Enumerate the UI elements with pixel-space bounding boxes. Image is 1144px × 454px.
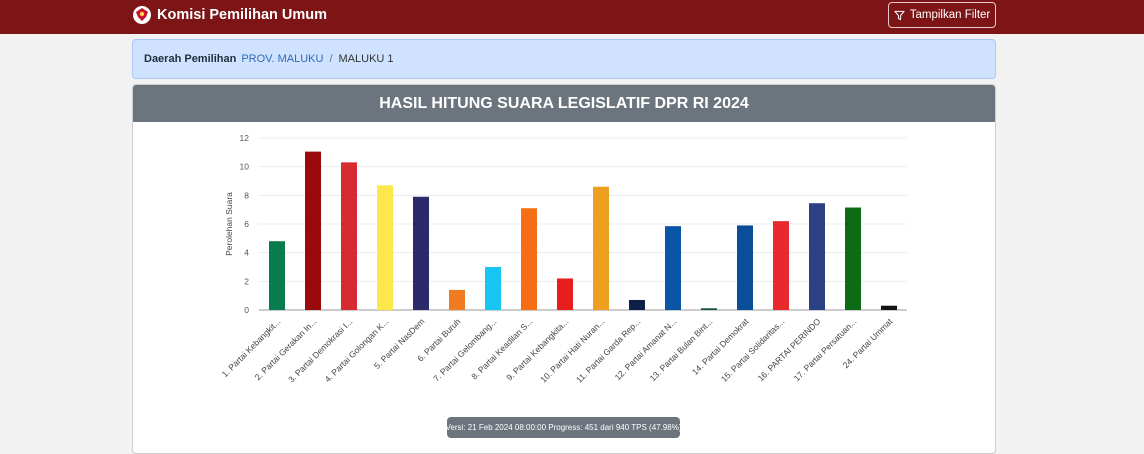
- y-tick-label: 12: [240, 133, 250, 143]
- breadcrumb-separator: /: [329, 53, 333, 65]
- bar-12: [665, 226, 681, 310]
- x-tick-label: 15. Partai Solidaritas...: [719, 316, 787, 384]
- y-tick-label: 0: [244, 305, 249, 315]
- x-tick-label: 13. Partai Bulan Bint...: [648, 316, 715, 383]
- bar-2: [305, 151, 321, 310]
- bar-15: [773, 221, 789, 310]
- bar-7: [485, 267, 501, 310]
- bar-14: [737, 225, 753, 310]
- bar-1: [269, 241, 285, 310]
- x-tick-label: 4. Partai Golongan K...: [323, 316, 391, 384]
- breadcrumb-province-link[interactable]: PROV. MALUKU: [241, 53, 324, 65]
- bar-5: [413, 196, 429, 310]
- bar-3: [341, 162, 357, 310]
- bar-10: [593, 186, 609, 310]
- kpu-logo-icon: [132, 5, 152, 25]
- x-tick-label: 10. Partai Hati Nuran...: [538, 316, 606, 384]
- bar-4: [377, 185, 393, 310]
- bar-9: [557, 278, 573, 310]
- x-tick-label: 1. Partai Kebangkit...: [220, 316, 283, 379]
- x-tick-label: 8. Partai Keadilan S...: [469, 316, 534, 381]
- card-title: HASIL HITUNG SUARA LEGISLATIF DPR RI 202…: [133, 85, 995, 122]
- results-card: HASIL HITUNG SUARA LEGISLATIF DPR RI 202…: [132, 84, 996, 454]
- breadcrumb-label: Daerah Pemilihan: [144, 53, 237, 65]
- x-tick-label: 11. Partai Garda Rep...: [574, 316, 642, 384]
- x-tick-label: 9. Partai Kebangkita...: [504, 316, 570, 382]
- x-tick-label: 12. Partai Amanat N...: [613, 316, 679, 382]
- y-tick-label: 10: [240, 162, 250, 172]
- bar-11: [629, 299, 645, 310]
- filter-funnel-icon: [894, 10, 905, 20]
- bar-13: [701, 308, 717, 310]
- x-tick-label: 3. Partai Demokrasi I...: [286, 316, 354, 384]
- x-tick-label: 2. Partai Gerakan In...: [253, 316, 319, 382]
- brand-title: Komisi Pemilihan Umum: [157, 7, 328, 23]
- version-progress-badge: Versi: 21 Feb 2024 08:00:00 Progress: 45…: [446, 417, 682, 438]
- brand-link[interactable]: Komisi Pemilihan Umum: [132, 5, 327, 25]
- x-tick-label: 7. Partai Gelombang...: [431, 316, 498, 383]
- y-axis-label: Perolehan Suara: [224, 192, 234, 256]
- x-tick-label: 16. PARTAI PERINDO: [756, 316, 823, 383]
- bar-6: [449, 289, 465, 310]
- bar-17: [845, 207, 861, 310]
- y-tick-label: 2: [244, 276, 249, 286]
- breadcrumb: Daerah Pemilihan PROV. MALUKU / MALUKU 1: [132, 39, 996, 79]
- x-tick-label: 17. Partai Persatuan...: [792, 316, 859, 383]
- top-navbar: Komisi Pemilihan Umum Tampilkan Filter: [0, 0, 1144, 34]
- y-tick-label: 4: [244, 248, 249, 258]
- show-filter-button[interactable]: Tampilkan Filter: [888, 2, 996, 28]
- show-filter-label: Tampilkan Filter: [909, 9, 991, 21]
- y-tick-label: 6: [244, 219, 249, 229]
- y-tick-label: 8: [244, 190, 249, 200]
- bar-8: [521, 208, 537, 310]
- breadcrumb-current: MALUKU 1: [338, 53, 394, 65]
- bar-18: [881, 305, 897, 310]
- bar-16: [809, 203, 825, 310]
- vote-bar-chart: 0 2 4 6 8 10 12 Perolehan Suara 1. Partai Kebang…: [220, 133, 907, 385]
